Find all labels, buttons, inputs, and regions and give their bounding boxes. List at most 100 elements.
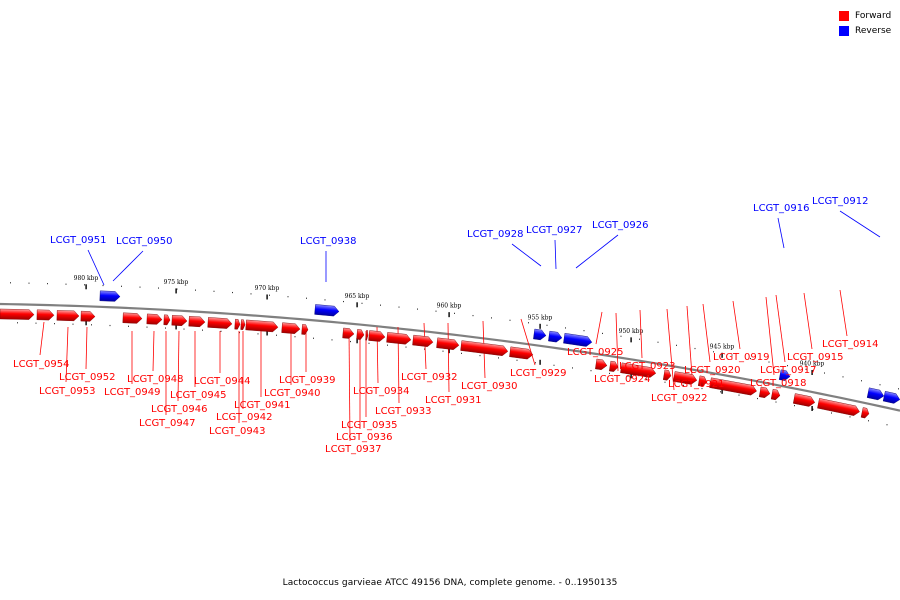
- forward-gene-arrow[interactable]: [188, 315, 206, 328]
- minor-tick: [232, 291, 233, 294]
- forward-gene-arrow[interactable]: [620, 362, 657, 378]
- reverse-gene-arrow[interactable]: [314, 304, 340, 317]
- forward-gene-arrow[interactable]: [412, 334, 434, 347]
- forward-gene-label[interactable]: LCGT_0946: [151, 404, 208, 415]
- reverse-gene-label[interactable]: LCGT_0938: [300, 236, 357, 247]
- minor-tick: [461, 352, 462, 354]
- forward-gene-label[interactable]: LCGT_0929: [510, 368, 567, 379]
- forward-gene-label[interactable]: LCGT_0944: [194, 376, 251, 387]
- forward-gene-label[interactable]: LCGT_0918: [750, 378, 807, 389]
- forward-gene-arrow[interactable]: [0, 308, 35, 320]
- forward-gene-arrow[interactable]: [697, 375, 708, 387]
- forward-gene-label[interactable]: LCGT_0952: [59, 372, 116, 383]
- forward-gene-label[interactable]: LCGT_0920: [684, 365, 741, 376]
- forward-gene-label[interactable]: LCGT_0914: [822, 339, 879, 350]
- forward-gene-arrow[interactable]: [171, 315, 188, 326]
- forward-gene-arrow[interactable]: [122, 312, 143, 324]
- forward-gene-label[interactable]: LCGT_0917: [760, 365, 817, 376]
- forward-gene-label[interactable]: LCGT_0942: [216, 412, 273, 423]
- minor-tick: [620, 335, 622, 337]
- forward-gene-arrow[interactable]: [436, 337, 460, 350]
- forward-gene-label[interactable]: LCGT_0934: [353, 386, 410, 397]
- forward-gene-arrow[interactable]: [673, 371, 698, 385]
- minor-tick: [28, 282, 30, 284]
- forward-gene-arrow[interactable]: [234, 318, 241, 330]
- forward-gene-label[interactable]: LCGT_0949: [104, 387, 161, 398]
- forward-gene-label[interactable]: LCGT_0924: [594, 374, 651, 385]
- forward-gene-arrow[interactable]: [281, 322, 301, 334]
- reverse-gene-label[interactable]: LCGT_0912: [812, 196, 869, 207]
- forward-gene-arrow[interactable]: [301, 324, 309, 335]
- reverse-gene-label[interactable]: LCGT_0927: [526, 225, 583, 236]
- minor-tick: [757, 397, 758, 400]
- forward-gene-label[interactable]: LCGT_0915: [787, 352, 844, 363]
- forward-gene-arrow[interactable]: [207, 317, 233, 329]
- forward-gene-arrow[interactable]: [860, 407, 870, 419]
- forward-gene-arrow[interactable]: [146, 313, 163, 325]
- reverse-swatch: [839, 25, 849, 36]
- forward-gene-arrow[interactable]: [609, 360, 619, 372]
- forward-gene-label[interactable]: LCGT_0954: [13, 359, 70, 370]
- forward-gene-label[interactable]: LCGT_0923: [619, 361, 676, 372]
- major-tick: [448, 348, 450, 354]
- forward-gene-arrow[interactable]: [386, 332, 412, 345]
- forward-gene-label[interactable]: LCGT_0922: [651, 393, 708, 404]
- forward-gene-arrow[interactable]: [509, 346, 534, 360]
- reverse-gene-arrow[interactable]: [548, 330, 563, 343]
- forward-gene-label[interactable]: LCGT_0948: [127, 374, 184, 385]
- forward-gene-arrow[interactable]: [56, 310, 80, 322]
- forward-gene-label[interactable]: LCGT_0925: [567, 347, 624, 358]
- forward-gene-label[interactable]: LCGT_0932: [401, 372, 458, 383]
- reverse-gene-arrow[interactable]: [533, 328, 547, 341]
- forward-gene-arrow[interactable]: [36, 309, 55, 321]
- forward-gene-label[interactable]: LCGT_0937: [325, 444, 382, 455]
- forward-gene-label[interactable]: LCGT_0930: [461, 381, 518, 392]
- forward-gene-label[interactable]: LCGT_0945: [170, 390, 227, 401]
- forward-gene-arrow[interactable]: [709, 377, 757, 396]
- minor-tick: [165, 327, 166, 329]
- forward-gene-label[interactable]: LCGT_0919: [713, 352, 770, 363]
- forward-gene-label[interactable]: LCGT_0935: [341, 420, 398, 431]
- forward-gene-arrow[interactable]: [342, 327, 355, 339]
- forward-gene-label[interactable]: LCGT_0933: [375, 406, 432, 417]
- forward-gene-arrow[interactable]: [245, 319, 279, 333]
- forward-gene-label[interactable]: LCGT_0921: [668, 379, 725, 390]
- forward-gene-arrow[interactable]: [595, 358, 608, 371]
- minor-tick: [47, 283, 48, 285]
- forward-gene-label[interactable]: LCGT_0941: [234, 400, 291, 411]
- forward-gene-arrow[interactable]: [365, 329, 369, 341]
- reverse-leader-line: [112, 250, 144, 282]
- forward-gene-arrow[interactable]: [80, 310, 96, 322]
- forward-gene-label[interactable]: LCGT_0936: [336, 432, 393, 443]
- forward-gene-arrow[interactable]: [770, 388, 781, 401]
- reverse-gene-label[interactable]: LCGT_0951: [50, 235, 107, 246]
- forward-gene-arrow[interactable]: [758, 386, 771, 399]
- reverse-gene-arrow[interactable]: [882, 391, 900, 404]
- minor-tick: [65, 283, 67, 285]
- forward-gene-label[interactable]: LCGT_0953: [39, 386, 96, 397]
- forward-gene-label[interactable]: LCGT_0943: [209, 426, 266, 437]
- reverse-gene-label[interactable]: LCGT_0950: [116, 236, 173, 247]
- reverse-gene-label[interactable]: LCGT_0928: [467, 229, 524, 240]
- major-tick: [356, 338, 358, 344]
- minor-tick: [572, 367, 573, 369]
- forward-gene-arrow[interactable]: [460, 340, 509, 357]
- forward-gene-arrow[interactable]: [163, 314, 171, 326]
- reverse-gene-arrow[interactable]: [99, 290, 121, 302]
- forward-gene-arrow[interactable]: [368, 330, 386, 342]
- reverse-gene-label[interactable]: LCGT_0916: [753, 203, 810, 214]
- reverse-gene-arrow[interactable]: [563, 333, 593, 347]
- forward-gene-arrow[interactable]: [356, 329, 365, 340]
- forward-gene-label[interactable]: LCGT_0947: [139, 418, 196, 429]
- forward-gene-label[interactable]: LCGT_0940: [264, 388, 321, 399]
- forward-gene-label[interactable]: LCGT_0931: [425, 395, 482, 406]
- forward-gene-arrow[interactable]: [662, 369, 672, 381]
- forward-gene-label[interactable]: LCGT_0939: [279, 375, 336, 386]
- minor-tick: [195, 289, 196, 291]
- forward-gene-arrow[interactable]: [240, 319, 246, 330]
- reverse-gene-label[interactable]: LCGT_0926: [592, 220, 649, 231]
- forward-gene-arrow[interactable]: [792, 393, 816, 408]
- forward-gene-arrow[interactable]: [817, 398, 860, 416]
- reverse-gene-arrow[interactable]: [866, 387, 885, 401]
- reverse-gene-arrow[interactable]: [778, 369, 791, 382]
